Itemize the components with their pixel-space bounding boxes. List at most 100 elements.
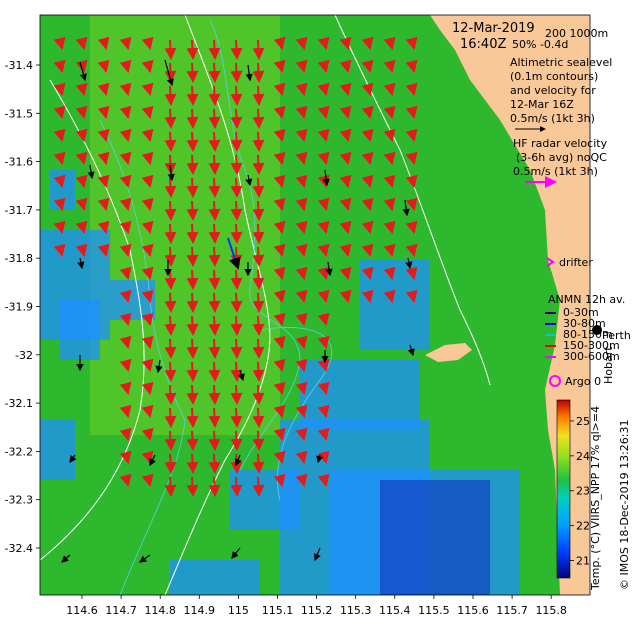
radar-vector	[230, 269, 243, 290]
altimetry-vector	[245, 64, 253, 82]
y-tick-label: -31.9	[5, 301, 33, 314]
radar-vector	[208, 154, 221, 175]
radar-vector	[186, 246, 199, 267]
radar-vector	[317, 243, 330, 257]
radar-vector	[317, 151, 330, 165]
radar-vector	[119, 197, 132, 211]
alt-line-2: (0.1m contours)	[510, 70, 598, 83]
altimetry-vector	[313, 547, 321, 562]
radar-vector	[208, 108, 221, 129]
radar-vector	[273, 358, 286, 372]
y-tick-label: -32.2	[5, 445, 33, 458]
radar-vector	[164, 269, 177, 290]
radar-vector	[405, 82, 418, 96]
radar-vector	[339, 197, 352, 211]
credit-line: © IMOS 18-Dec-2019 13:26:31	[618, 420, 631, 590]
hf-line-3: 0.5m/s (1kt 3h)	[513, 165, 598, 178]
radar-vector	[252, 85, 265, 106]
radar-vector	[339, 243, 352, 257]
altimetry-vector	[79, 61, 87, 82]
radar-vector	[75, 174, 88, 188]
radar-vector	[53, 243, 66, 257]
x-tick-label: 114.9	[184, 604, 216, 617]
altimetry-vector	[402, 199, 410, 217]
radar-vector	[208, 338, 221, 359]
radar-vector	[317, 82, 330, 96]
sst-cool-patch	[230, 470, 300, 530]
radar-vector	[383, 105, 396, 119]
radar-vector	[53, 128, 66, 142]
radar-vector	[141, 82, 154, 96]
radar-vector	[383, 128, 396, 142]
radar-vector	[317, 358, 330, 372]
radar-vector	[252, 361, 265, 382]
radar-vector	[208, 384, 221, 405]
radar-vector	[141, 266, 154, 280]
radar-vector	[405, 220, 418, 234]
radar-vector	[361, 243, 374, 257]
radar-vector	[141, 220, 154, 234]
radar-vector	[252, 453, 265, 474]
colorbar: 21 22 23 24 25 Temp. (°C) VIIRS_NPP 17% ql>=…	[556, 399, 602, 591]
radar-vector	[317, 197, 330, 211]
radar-vector	[252, 384, 265, 405]
radar-vector	[119, 312, 132, 326]
radar-vector	[317, 450, 330, 464]
y-tick-label: -32	[15, 349, 33, 362]
radar-vector	[164, 62, 177, 83]
radar-vector	[361, 174, 374, 188]
altimetry-vector	[237, 369, 245, 382]
radar-vector	[53, 82, 66, 96]
radar-vector	[119, 404, 132, 418]
altimetry-vector	[234, 454, 242, 467]
radar-vector	[230, 131, 243, 152]
anmn-depth-label: 0-30m	[563, 306, 599, 319]
radar-vector	[317, 381, 330, 395]
radar-vector	[119, 220, 132, 234]
radar-vector	[164, 108, 177, 129]
radar-vector	[164, 223, 177, 244]
rottnest-island	[425, 343, 472, 362]
x-tick-label: 115.2	[301, 604, 333, 617]
y-tick-label: -31.6	[5, 156, 33, 169]
radar-vector	[230, 39, 243, 60]
radar-vector	[75, 82, 88, 96]
radar-vector	[141, 174, 154, 188]
radar-vector	[361, 59, 374, 73]
altimetry-vector	[322, 169, 330, 187]
radar-vector	[186, 430, 199, 451]
radar-vector	[208, 62, 221, 83]
radar-vector	[295, 82, 308, 96]
radar-vector	[295, 335, 308, 349]
radar-vector	[252, 292, 265, 313]
radar-vector	[295, 220, 308, 234]
radar-vector	[141, 427, 154, 441]
radar-vector	[273, 151, 286, 165]
altimetry-vector	[69, 454, 77, 463]
x-tick-label: 115.3	[340, 604, 372, 617]
radar-vector	[383, 220, 396, 234]
x-tick-label: 115	[228, 604, 249, 617]
plot-border	[39, 14, 591, 596]
radar-vector	[186, 108, 199, 129]
sst-cold-core	[380, 480, 490, 595]
radar-vector	[230, 108, 243, 129]
sst-cool-patch	[60, 300, 100, 360]
radar-vector	[97, 105, 110, 119]
radar-vector	[230, 292, 243, 313]
x-tick-label: 114.6	[66, 604, 98, 617]
radar-vector	[273, 197, 286, 211]
radar-vector	[383, 174, 396, 188]
radar-vector	[405, 36, 418, 50]
altimetry-vector	[325, 261, 333, 277]
radar-vector	[119, 450, 132, 464]
radar-vector	[361, 82, 374, 96]
radar-vector	[252, 269, 265, 290]
altimetry-vector	[405, 257, 413, 270]
radar-vector	[273, 105, 286, 119]
radar-vector	[141, 381, 154, 395]
radar-vector	[295, 381, 308, 395]
header-coverage: 50% -0.4d	[512, 38, 568, 51]
radar-vector	[317, 59, 330, 73]
x-tick-label: 114.8	[144, 604, 176, 617]
